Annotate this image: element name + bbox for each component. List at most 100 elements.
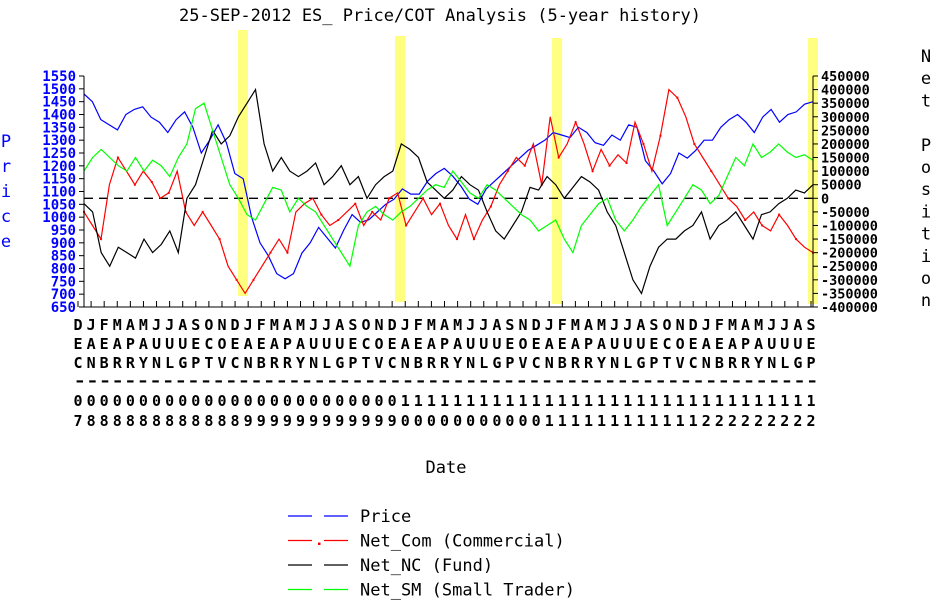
x-month-char: J xyxy=(767,316,776,334)
x-month-char: C xyxy=(73,354,82,372)
x-month-char: Y xyxy=(139,354,148,372)
x-month-char: N xyxy=(610,354,619,372)
x-year-char: 0 xyxy=(466,412,475,430)
series-line xyxy=(83,93,814,280)
x-year-char: 8 xyxy=(231,412,240,430)
x-year-char: 2 xyxy=(780,412,789,430)
right-tick-label: -350000 xyxy=(821,286,878,302)
series-point xyxy=(371,210,374,213)
x-year-char: 0 xyxy=(296,392,305,410)
x-month-char: E xyxy=(806,335,815,353)
x-month-char: R xyxy=(440,354,450,372)
x-month-char: N xyxy=(545,354,554,372)
series-line xyxy=(83,88,814,295)
series-point xyxy=(659,134,662,137)
x-year-char: 1 xyxy=(741,392,750,410)
x-month-char: E xyxy=(532,335,541,353)
x-year-char: 1 xyxy=(584,392,593,410)
x-year-char: 1 xyxy=(427,392,436,410)
x-month-char: J xyxy=(165,316,174,334)
x-month-char: U xyxy=(610,335,619,353)
x-month-char: V xyxy=(519,354,528,372)
x-year-char: 0 xyxy=(73,392,82,410)
x-year-char: 1 xyxy=(571,392,580,410)
x-month-char: J xyxy=(610,316,619,334)
x-month-char: E xyxy=(505,335,514,353)
x-month-char: A xyxy=(636,316,645,334)
x-year-char: 1 xyxy=(519,392,528,410)
series-point xyxy=(405,224,408,227)
x-month-char: P xyxy=(649,354,658,372)
x-year-char: 1 xyxy=(571,412,580,430)
x-month-char: M xyxy=(571,316,580,334)
series-point xyxy=(625,161,628,164)
x-month-char: T xyxy=(663,354,672,372)
x-year-char: 1 xyxy=(466,392,475,410)
x-year-char: 1 xyxy=(623,412,632,430)
x-month-char: P xyxy=(584,335,593,353)
x-month-char: U xyxy=(492,335,501,353)
x-year-char: 1 xyxy=(505,392,514,410)
x-year-char: 9 xyxy=(283,412,292,430)
x-year-char: 1 xyxy=(623,392,632,410)
x-month-char: N xyxy=(401,354,410,372)
x-month-char: O xyxy=(663,316,672,334)
series-point xyxy=(489,205,492,208)
x-year-char: 1 xyxy=(558,392,567,410)
x-month-char: C xyxy=(388,354,397,372)
x-year-char: 0 xyxy=(270,392,279,410)
x-month-char: G xyxy=(335,354,344,372)
left-tick-label: 1350 xyxy=(42,120,76,136)
x-year-char: 0 xyxy=(87,392,96,410)
x-year-char: 0 xyxy=(427,412,436,430)
x-month-char: F xyxy=(715,316,724,334)
series-point xyxy=(676,96,679,99)
left-tick-label: 1200 xyxy=(42,159,76,175)
x-month-char: J xyxy=(780,316,789,334)
x-month-char: B xyxy=(100,354,109,372)
series-point xyxy=(439,202,442,205)
x-month-char: A xyxy=(584,316,593,334)
chart-title: 25-SEP-2012 ES_ Price/COT Analysis (5-ye… xyxy=(179,6,701,26)
x-year-char: 1 xyxy=(597,412,606,430)
left-tick-label: 1550 xyxy=(42,69,76,85)
x-year-char: 0 xyxy=(401,412,410,430)
highlight-band xyxy=(552,38,563,304)
x-month-char: U xyxy=(793,335,802,353)
right-tick-label: -50000 xyxy=(821,205,870,221)
x-month-char: P xyxy=(191,354,200,372)
x-month-char: M xyxy=(728,316,737,334)
legend-label: Net_NC (Fund) xyxy=(360,556,493,576)
x-month-char: D xyxy=(689,316,698,334)
x-month-char: U xyxy=(322,335,331,353)
right-tick-label: 200000 xyxy=(821,137,870,153)
x-month-char: U xyxy=(623,335,632,353)
series-point xyxy=(710,170,713,173)
x-year-char: 0 xyxy=(361,392,370,410)
series-point xyxy=(133,183,136,186)
x-month-char: U xyxy=(780,335,789,353)
x-month-char: D xyxy=(532,316,541,334)
x-year-char: 0 xyxy=(152,392,161,410)
right-axis-title-char: P xyxy=(921,136,931,156)
series-point xyxy=(506,170,509,173)
x-year-char: 1 xyxy=(793,392,802,410)
right-axis: 4500004000003500003000002500002000001500… xyxy=(813,69,878,316)
x-month-char: U xyxy=(466,335,475,353)
x-year-char: 1 xyxy=(767,392,776,410)
x-year-char: 2 xyxy=(793,412,802,430)
right-tick-label: 300000 xyxy=(821,110,870,126)
x-month-char: N xyxy=(676,316,685,334)
series-point xyxy=(167,191,170,194)
x-month-char: P xyxy=(806,354,815,372)
x-year-char: 1 xyxy=(806,392,815,410)
left-axis-title-char: e xyxy=(1,232,11,252)
series-point xyxy=(591,170,594,173)
x-year-char: 0 xyxy=(283,392,292,410)
x-month-char: A xyxy=(139,335,148,353)
x-month-char: F xyxy=(257,316,266,334)
x-year-char: 0 xyxy=(178,392,187,410)
x-year-char: 0 xyxy=(231,392,240,410)
x-month-char: M xyxy=(139,316,148,334)
